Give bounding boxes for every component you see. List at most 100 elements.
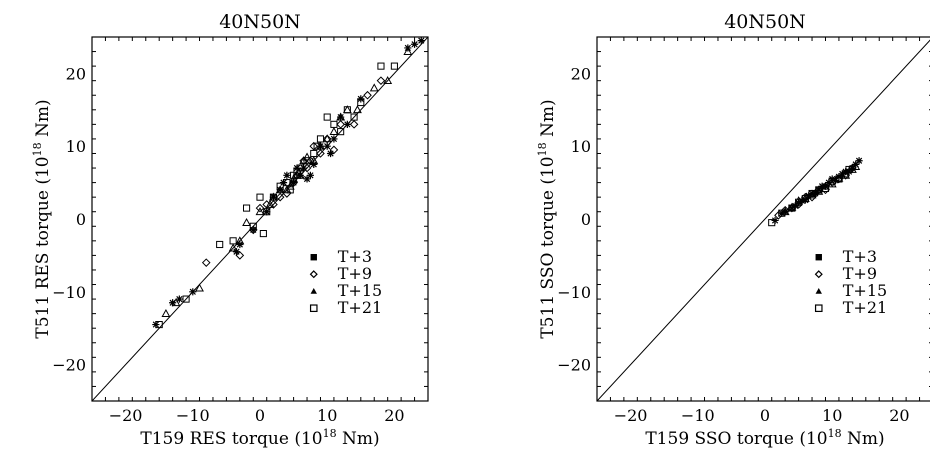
data-point [337,113,345,121]
data-point [788,204,796,212]
data-point [310,160,318,168]
data-point [175,295,183,303]
data-point [316,149,325,158]
chart-title: 40N50N [219,11,301,33]
data-point [263,208,271,216]
data-point [161,309,171,318]
data-point [326,149,335,158]
panel-1: −20 −20 −10 −10 0 0 10 10 20 20 40N50N T159 RES tor… [31,11,429,449]
data-point [322,134,332,143]
data-point [350,113,358,121]
data-point [302,163,312,173]
x-tick-label: 10 [822,406,842,425]
y-tick-label: 10 [66,137,86,156]
data-point [290,179,298,187]
data-point [248,225,258,235]
data-point [855,157,863,165]
panel-2: −20 −20 −10 −10 0 0 10 10 20 20 40N50N T159 SSO tor… [536,11,930,449]
data-point [363,90,372,100]
data-point [801,195,809,203]
data-point [369,83,379,92]
plot-area [597,39,930,401]
y-tick-label: −20 [52,356,86,375]
data-point [276,182,284,190]
chart-title: 40N50N [724,11,806,33]
data-point [276,186,284,194]
data-point [195,283,204,292]
data-point [269,193,278,201]
data-point [303,175,311,183]
data-point [275,192,285,202]
data-point [249,226,257,234]
data-point [303,157,311,165]
legend-label: T+9 [843,264,877,283]
x-tick-label: −10 [176,406,210,425]
y-tick-label: 20 [66,64,86,83]
data-point [788,204,796,212]
data-point [313,142,321,150]
legend-marker [815,254,822,261]
data-point [309,156,319,165]
legend-label: T+15 [338,281,382,300]
data-point [821,181,830,190]
x-tick-label: 0 [255,406,265,425]
data-point [235,236,245,245]
data-point [255,207,265,216]
y-tick-label: 10 [571,137,591,156]
data-point [834,174,844,184]
data-point [787,202,797,211]
data-point [329,127,339,136]
data-point [310,149,318,158]
legend-label: T+21 [843,298,887,317]
data-point [383,76,393,85]
x-tick-label: 20 [889,406,909,425]
data-point [768,219,776,227]
data-point [323,113,331,121]
data-point [302,152,312,161]
data-point [323,142,331,150]
x-axis-label: T159 RES torque (1018 Nm) [140,427,379,449]
data-point [189,288,197,296]
legend-marker [814,270,823,279]
legend-marker [310,288,317,294]
data-point [410,40,419,48]
data-point [377,62,385,70]
data-point [828,177,836,185]
data-point [330,120,338,128]
data-point [352,105,362,114]
data-point [834,173,844,182]
data-point [256,193,264,201]
data-point [283,179,291,187]
y-tick-label: 20 [571,64,591,83]
data-point [835,173,843,181]
y-tick-label: −10 [52,283,86,302]
x-tick-label: 0 [760,406,770,425]
plot-frame [596,36,930,402]
x-tick-label: −20 [109,406,143,425]
data-point [337,128,345,136]
data-point [306,171,314,179]
x-tick-label: 20 [384,406,404,425]
data-point [357,95,365,103]
data-point [216,240,224,249]
data-point [787,203,797,213]
data-point [778,209,786,217]
series-tplus21 [155,62,398,329]
data-point [795,198,803,206]
x-tick-label: 10 [317,406,337,425]
data-point [336,120,345,129]
data-point [182,295,190,303]
data-point [417,37,425,45]
data-point [242,218,252,227]
data-point [286,186,294,194]
data-point [259,230,267,238]
legend-marker [815,288,822,294]
x-axis-label: T159 SSO torque (1018 Nm) [645,427,884,449]
y-tick-label: −10 [557,283,591,302]
data-point [794,196,804,205]
data-point [255,203,265,213]
data-point [316,135,325,143]
data-point [330,135,338,143]
legend-label: T+3 [843,247,877,266]
